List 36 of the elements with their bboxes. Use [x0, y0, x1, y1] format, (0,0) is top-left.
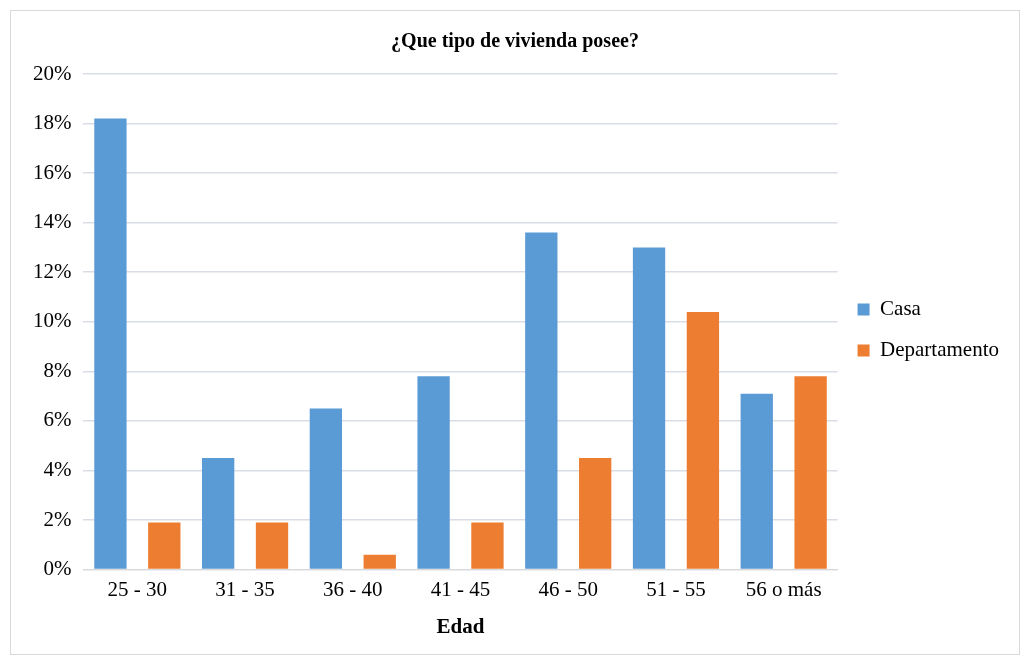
x-tick-label: 36 - 40 — [323, 576, 383, 601]
bar — [632, 247, 666, 569]
bar — [579, 458, 612, 569]
x-tick-label: 31 - 35 — [215, 576, 275, 601]
y-tick-label: 20% — [32, 60, 72, 85]
bar — [471, 522, 504, 569]
bar — [794, 376, 827, 569]
bar — [309, 408, 343, 569]
bar — [255, 522, 289, 569]
bar — [686, 311, 720, 569]
x-tick-label: 51 - 55 — [646, 576, 706, 601]
x-tick-label: 25 - 30 — [107, 576, 168, 601]
bar — [148, 522, 181, 569]
y-tick-label: 14% — [32, 209, 72, 234]
x-tick-label: 46 - 50 — [538, 576, 598, 601]
bar — [740, 393, 773, 569]
chart-title: ¿Que tipo de vivienda posee? — [391, 29, 639, 53]
bar — [94, 118, 127, 569]
bar — [417, 376, 450, 569]
x-tick-label: 56 o más — [745, 576, 822, 601]
bar — [201, 458, 235, 569]
y-tick-label: 0% — [43, 556, 72, 581]
legend-label: Casa — [880, 296, 922, 321]
x-tick-label: 41 - 45 — [430, 576, 491, 601]
y-tick-label: 6% — [43, 407, 72, 432]
bar — [363, 554, 396, 569]
y-tick-label: 4% — [43, 457, 72, 481]
y-tick-label: 10% — [32, 308, 72, 333]
x-axis-title: Edad — [436, 613, 485, 638]
y-tick-label: 2% — [43, 506, 72, 531]
bar — [525, 232, 558, 569]
y-tick-label: 18% — [32, 110, 72, 135]
y-tick-label: 8% — [43, 357, 72, 382]
y-tick-label: 16% — [32, 159, 72, 184]
y-tick-label: 12% — [32, 258, 72, 283]
legend-label: Departamento — [880, 337, 1000, 362]
